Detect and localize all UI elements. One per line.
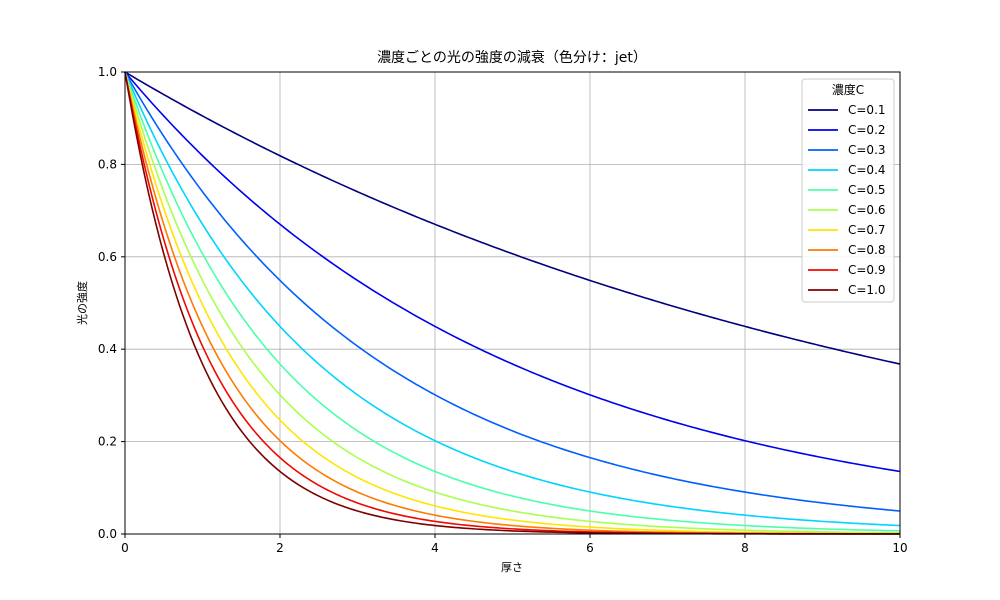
legend-label: C=0.4 bbox=[848, 163, 886, 177]
x-tick-label: 6 bbox=[586, 541, 594, 555]
y-tick-label: 1.0 bbox=[98, 65, 117, 79]
x-tick-label: 0 bbox=[121, 541, 129, 555]
y-tick-label: 0.8 bbox=[98, 157, 117, 171]
legend-label: C=0.7 bbox=[848, 223, 886, 237]
series-line bbox=[124, 71, 901, 534]
x-tick-label: 4 bbox=[431, 541, 439, 555]
series-line bbox=[124, 71, 901, 535]
legend-label: C=0.1 bbox=[848, 103, 886, 117]
legend-label: C=0.3 bbox=[848, 143, 886, 157]
series-line bbox=[124, 71, 901, 532]
legend-label: C=0.2 bbox=[848, 123, 886, 137]
legend: 濃度C C=0.1 C=0.2 C=0.3 C=0.4 C=0.5 C=0.6 C=0.7 C… bbox=[801, 78, 895, 303]
y-tick-label: 0.0 bbox=[98, 527, 117, 541]
legend-title: 濃度C bbox=[832, 82, 864, 97]
y-tick-label: 0.4 bbox=[98, 342, 117, 356]
chart-title: 濃度ごとの光の強度の減衰（色分け：jet） bbox=[377, 49, 647, 66]
x-tick-label: 10 bbox=[892, 541, 907, 555]
legend-label: C=1.0 bbox=[848, 283, 886, 297]
y-tick-label: 0.2 bbox=[98, 435, 117, 449]
grid bbox=[124, 71, 901, 535]
legend-label: C=0.5 bbox=[848, 183, 886, 197]
series-line bbox=[124, 71, 901, 365]
series-line bbox=[124, 71, 901, 473]
plot-frame bbox=[124, 71, 901, 535]
series-lines bbox=[124, 71, 901, 535]
legend-label: C=0.8 bbox=[848, 243, 886, 257]
x-tick-label: 2 bbox=[276, 541, 284, 555]
series-line bbox=[124, 71, 901, 527]
y-axis-label: 光の強度 bbox=[75, 281, 89, 325]
legend-box bbox=[801, 78, 895, 303]
ticks: 0 2 4 6 8 10 0.0 0.2 0.4 0.6 0.8 1.0 bbox=[98, 65, 908, 555]
legend-label: C=0.9 bbox=[848, 263, 886, 277]
legend-label: C=0.6 bbox=[848, 203, 886, 217]
x-axis-label: 厚さ bbox=[501, 561, 523, 574]
series-line bbox=[124, 71, 901, 535]
y-tick-label: 0.6 bbox=[98, 250, 117, 264]
series-line bbox=[124, 71, 900, 535]
series-line bbox=[124, 71, 901, 512]
x-tick-label: 8 bbox=[741, 541, 749, 555]
series-line bbox=[124, 71, 900, 535]
